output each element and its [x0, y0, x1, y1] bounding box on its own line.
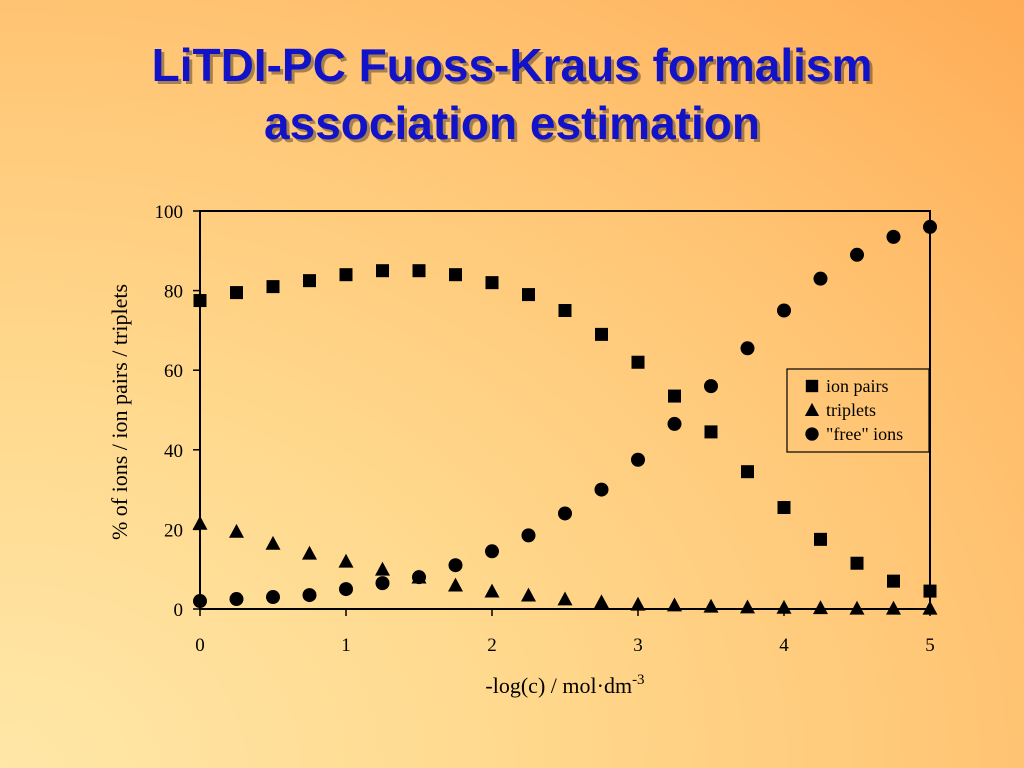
legend-box	[786, 368, 930, 453]
free-ions-point	[448, 558, 463, 573]
ion-pairs-point	[449, 268, 462, 282]
ion-pairs-point	[923, 584, 937, 598]
triplets-point	[302, 545, 317, 560]
ion-pairs-point	[522, 288, 535, 302]
y-tick-label: 40	[164, 441, 183, 462]
x-tick-label: 5	[925, 635, 935, 656]
ion-pairs-point	[230, 286, 243, 300]
free-ions-point	[667, 416, 682, 431]
free-ions-point	[302, 588, 317, 603]
free-ions-point	[777, 303, 791, 318]
legend-label-free-ions: "free" ions	[826, 424, 903, 444]
chart-legend: ion pairs triplets "free" ions	[786, 368, 930, 453]
triplets-point	[886, 600, 901, 615]
free-ions-point	[886, 229, 901, 244]
y-tick-label: 100	[155, 202, 184, 223]
free-ions-point	[850, 247, 864, 262]
free-ions-point	[558, 506, 572, 521]
triplets-point	[922, 600, 938, 615]
title-line-1: LiTDI-PC Fuoss-Kraus formalism	[151, 39, 873, 91]
triplets-point	[630, 596, 646, 611]
ion-pairs-point	[777, 501, 791, 515]
free-ions-point	[521, 528, 536, 543]
free-ions-point	[923, 219, 937, 234]
y-axis-title: % of ions / ion pairs / triplets	[107, 284, 132, 540]
triplets-point	[776, 599, 792, 614]
triplets-point	[703, 598, 719, 613]
legend-marker-triplets	[804, 402, 820, 417]
triplets-point	[594, 594, 609, 609]
x-tick-label: 3	[633, 635, 643, 656]
ion-pairs-point	[814, 532, 827, 546]
slide-title: LiTDI-PC Fuoss-Kraus formalism associati…	[0, 36, 1024, 152]
triplets-point	[667, 597, 682, 612]
ion-pairs-point	[303, 274, 316, 288]
free-ions-point	[229, 592, 244, 607]
ion-pairs-point	[887, 574, 900, 588]
x-axis-title-superscript: -3	[632, 672, 645, 688]
x-tick-label: 2	[487, 635, 497, 656]
triplets-point	[265, 535, 281, 550]
free-ions-point	[193, 594, 207, 609]
y-tick-label: 20	[164, 520, 183, 541]
legend-label-triplets: triplets	[826, 400, 876, 420]
free-ions-point	[339, 582, 353, 597]
ion-pairs-point	[193, 294, 207, 308]
triplets-point	[849, 600, 865, 615]
legend-label-ion-pairs: ion pairs	[826, 376, 889, 396]
triplets-point	[740, 599, 755, 614]
ion-pairs-point	[595, 327, 608, 341]
x-axis-title-main: -log(c) / mol·dm	[485, 673, 632, 698]
data-markers	[192, 219, 938, 615]
triplets-point	[557, 591, 573, 606]
free-ions-point	[594, 482, 609, 497]
triplets-point	[521, 587, 536, 602]
y-tick-label: 60	[164, 361, 183, 382]
ion-pairs-point	[668, 389, 681, 403]
ion-pairs-point	[631, 355, 645, 369]
free-ions-point	[631, 452, 645, 467]
free-ions-point	[412, 570, 426, 585]
free-ions-point	[813, 271, 828, 286]
y-tick-label: 80	[164, 282, 183, 303]
y-tick-label: 0	[174, 600, 184, 621]
x-axis-title: -log(c) / mol·dm-3	[485, 672, 644, 698]
ion-pairs-point	[704, 425, 718, 439]
ion-pairs-point	[412, 264, 426, 278]
triplets-point	[813, 600, 828, 615]
ion-pairs-point	[339, 268, 353, 282]
plot-area-frame	[199, 210, 931, 610]
legend-marker-free-ions	[805, 427, 819, 441]
ion-pairs-point	[850, 556, 864, 570]
free-ions-point	[740, 341, 755, 356]
triplets-point	[448, 577, 463, 592]
ion-pairs-point	[376, 264, 389, 278]
triplets-point	[192, 515, 208, 530]
ion-pairs-point	[485, 276, 499, 290]
triplets-point	[338, 553, 354, 568]
title-line-2: association estimation	[264, 97, 760, 149]
triplets-point	[229, 523, 244, 538]
free-ions-point	[704, 379, 718, 394]
ion-pairs-point	[558, 304, 572, 317]
ion-pairs-point	[741, 465, 754, 479]
ion-pairs-point	[266, 280, 280, 294]
triplets-point	[484, 583, 500, 598]
free-ions-point	[485, 544, 499, 559]
x-tick-label: 4	[779, 635, 789, 656]
free-ions-point	[375, 576, 390, 591]
axis-ticks: 0 1 2 3 4 5 0 20 40 60 80 100	[155, 202, 935, 656]
triplets-point	[375, 561, 390, 576]
x-tick-label: 0	[195, 635, 205, 656]
free-ions-point	[266, 590, 280, 605]
x-tick-label: 1	[341, 635, 351, 656]
legend-marker-ion-pairs	[805, 379, 819, 393]
